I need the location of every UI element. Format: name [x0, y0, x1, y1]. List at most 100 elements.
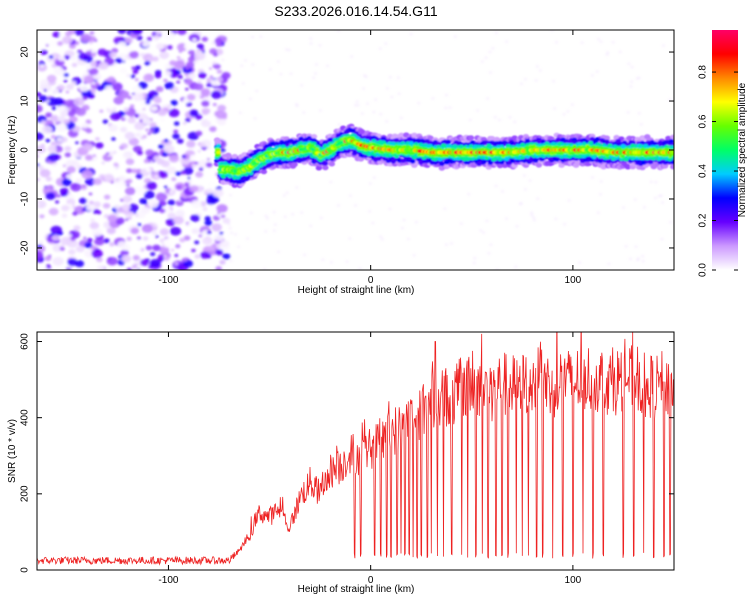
noise-blob: [173, 129, 179, 134]
noise-blob: [167, 199, 176, 206]
noise-blob: [126, 73, 131, 78]
noise-dot: [222, 112, 226, 115]
noise-blob: [140, 206, 151, 214]
noise-blob: [47, 153, 60, 162]
noise-blob: [157, 108, 167, 116]
noise-dot: [497, 118, 501, 121]
noise-blob: [158, 170, 169, 179]
noise-dot: [649, 180, 653, 183]
noise-blob: [219, 259, 226, 265]
noise-blob: [177, 74, 183, 79]
noise-blob: [48, 207, 59, 216]
ridge-halo: [670, 145, 674, 150]
noise-blob: [109, 112, 121, 121]
noise-dot: [401, 227, 404, 230]
noise-blob: [134, 78, 139, 82]
noise-dot: [368, 210, 372, 213]
ridge-core: [215, 150, 221, 155]
noise-blob: [145, 100, 151, 105]
noise-blob: [110, 181, 114, 184]
noise-blob: [84, 242, 93, 249]
noise-dot: [349, 194, 352, 197]
noise-dot: [630, 66, 634, 69]
noise-blob: [54, 120, 59, 124]
noise-blob: [159, 208, 166, 214]
noise-dot: [329, 261, 333, 264]
noise-blob: [200, 251, 210, 259]
noise-blob: [37, 92, 42, 97]
noise-blob: [99, 109, 104, 113]
spectrogram-y-tick-label: -10: [20, 191, 31, 206]
noise-blob: [152, 226, 158, 231]
noise-blob: [61, 205, 70, 212]
colorbar-bar: [712, 30, 738, 270]
noise-blob: [124, 131, 135, 140]
noise-blob: [120, 67, 128, 74]
noise-blob: [169, 60, 177, 66]
noise-blob: [37, 178, 41, 182]
noise-dot: [476, 109, 480, 112]
noise-blob: [213, 63, 221, 70]
noise-dot: [277, 250, 281, 253]
noise-blob: [141, 224, 154, 233]
noise-dot: [326, 64, 329, 67]
noise-dot: [637, 112, 641, 115]
spectrogram-y-ticks: 20 10 0 -10 -20: [20, 46, 674, 255]
noise-blob: [164, 81, 175, 90]
noise-blob: [202, 191, 206, 194]
noise-dot: [514, 265, 518, 268]
noise-dot: [489, 243, 493, 246]
noise-blob: [145, 167, 152, 173]
noise-blob: [52, 244, 63, 252]
noise-dot: [530, 211, 534, 214]
noise-blob: [175, 244, 181, 249]
noise-dot: [234, 233, 237, 236]
noise-blob: [120, 143, 128, 149]
noise-dot: [489, 71, 492, 74]
noise-dot: [532, 216, 535, 219]
noise-blob: [221, 72, 231, 79]
noise-dot: [668, 98, 672, 101]
noise-blob: [170, 100, 178, 106]
noise-dot: [482, 231, 485, 234]
noise-blob: [142, 134, 147, 139]
noise-dot: [611, 41, 615, 44]
figure-title: S233.2026.016.14.54.G11: [274, 3, 437, 19]
noise-dot: [228, 227, 232, 230]
noise-dot: [538, 69, 542, 72]
ridge-halo: [260, 169, 268, 175]
noise-dot: [629, 257, 632, 260]
noise-blob: [128, 203, 139, 213]
snr-y-tick-label: 600: [20, 333, 31, 350]
noise-blob: [201, 100, 210, 107]
noise-dot: [660, 238, 664, 241]
noise-blob: [67, 234, 72, 238]
noise-dot: [348, 237, 352, 240]
noise-blob: [63, 55, 70, 60]
noise-dot: [599, 40, 603, 43]
noise-blob: [60, 111, 68, 118]
noise-blob: [92, 178, 102, 186]
noise-blob: [98, 61, 109, 70]
noise-dot: [669, 221, 672, 224]
noise-blob: [86, 168, 90, 172]
noise-blob: [185, 87, 189, 91]
noise-blob: [149, 258, 161, 268]
ridge-halo: [527, 152, 532, 157]
noise-blob: [154, 174, 160, 179]
noise-blob: [126, 236, 132, 241]
noise-blob: [63, 79, 68, 83]
noise-blob: [188, 72, 197, 80]
noise-dot: [417, 102, 421, 105]
noise-dot: [300, 84, 304, 87]
noise-dot: [618, 50, 622, 53]
noise-blob: [82, 96, 88, 101]
noise-blob: [207, 245, 215, 252]
noise-blob: [63, 72, 70, 78]
noise-dot: [606, 51, 610, 54]
noise-blob: [117, 241, 127, 249]
noise-dot: [520, 82, 523, 85]
noise-dot: [363, 74, 366, 77]
noise-blob: [189, 154, 198, 161]
noise-blob: [138, 81, 148, 89]
